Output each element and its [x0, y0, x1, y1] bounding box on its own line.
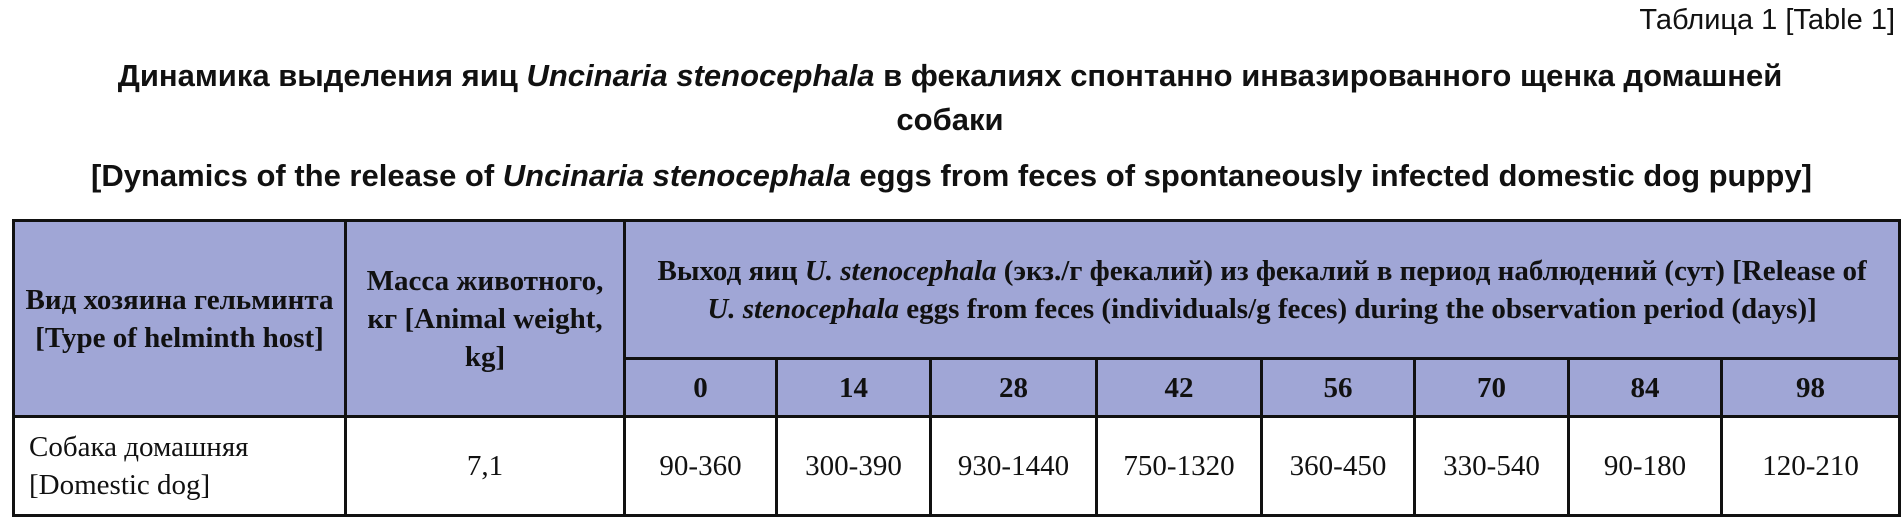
data-table: Вид хозяина гельминта [Type of helminth … — [12, 219, 1902, 517]
data-cell: Собака домашняя [Domestic dog] — [12, 415, 347, 517]
day-cell: 70 — [1413, 357, 1570, 418]
text-segment: eggs from feces of spontaneously infecte… — [850, 158, 1812, 193]
day-cell: 98 — [1719, 357, 1902, 418]
data-row: Собака домашняя [Domestic dog] 7,1 90-360 3… — [12, 415, 1902, 517]
data-cell: 300-390 — [775, 415, 932, 517]
title-en: [Dynamics of the release of Uncinaria st… — [0, 158, 1903, 194]
header-cell: Вид хозяина гельминта [Type of helminth … — [12, 219, 347, 418]
text-segment: Динамика выделения яиц — [117, 58, 527, 93]
text-segment: eggs from feces (individuals/g feces) du… — [899, 292, 1817, 325]
day-cell: 56 — [1260, 357, 1416, 418]
day-cell: 84 — [1567, 357, 1723, 418]
data-cell: 330-540 — [1413, 415, 1570, 517]
day-cell: 14 — [775, 357, 932, 418]
data-cell: 360-450 — [1260, 415, 1416, 517]
title: Динамика выделения яиц Uncinaria stenoce… — [100, 54, 1800, 142]
day-cell: 42 — [1095, 357, 1263, 418]
text-segment: U. stenocephala — [804, 254, 997, 287]
header-cell: Масса живот­ного, кг [Animal weight, kg] — [344, 219, 626, 418]
text-segment: Uncinaria stenocephala — [502, 158, 851, 193]
header-row: Вид хозяина гельминта [Type of helminth … — [12, 219, 1902, 418]
text-segment: в фекалиях спонтанно инвазированного щен… — [874, 58, 1783, 137]
day-cell: 0 — [623, 357, 778, 418]
text-segment: Выход яиц — [657, 254, 805, 287]
days-row: 0 14 28 42 56 70 84 98 — [14, 357, 1902, 418]
data-cell: 750-1320 — [1095, 415, 1263, 517]
text-segment: Uncinaria stenocephala — [526, 58, 875, 93]
data-cell: 930-1440 — [929, 415, 1098, 517]
text-segment: U. stenocephala — [707, 292, 900, 325]
header-cell: Выход яиц U. stenocephala (экз./г фекали… — [622, 219, 1902, 360]
text-segment: [Dynamics of the release of — [91, 158, 503, 193]
data-cell: 7,1 — [344, 415, 626, 517]
data-cell: 90-180 — [1567, 415, 1723, 517]
day-cell: 28 — [929, 357, 1098, 418]
data-cell: 90-360 — [623, 415, 778, 517]
text-segment: (экз./г фекалий) из фекалий в период наб… — [996, 254, 1867, 287]
table-label: Таблица 1 [Table 1] — [1639, 4, 1895, 36]
data-cell: 120-210 — [1719, 415, 1902, 517]
